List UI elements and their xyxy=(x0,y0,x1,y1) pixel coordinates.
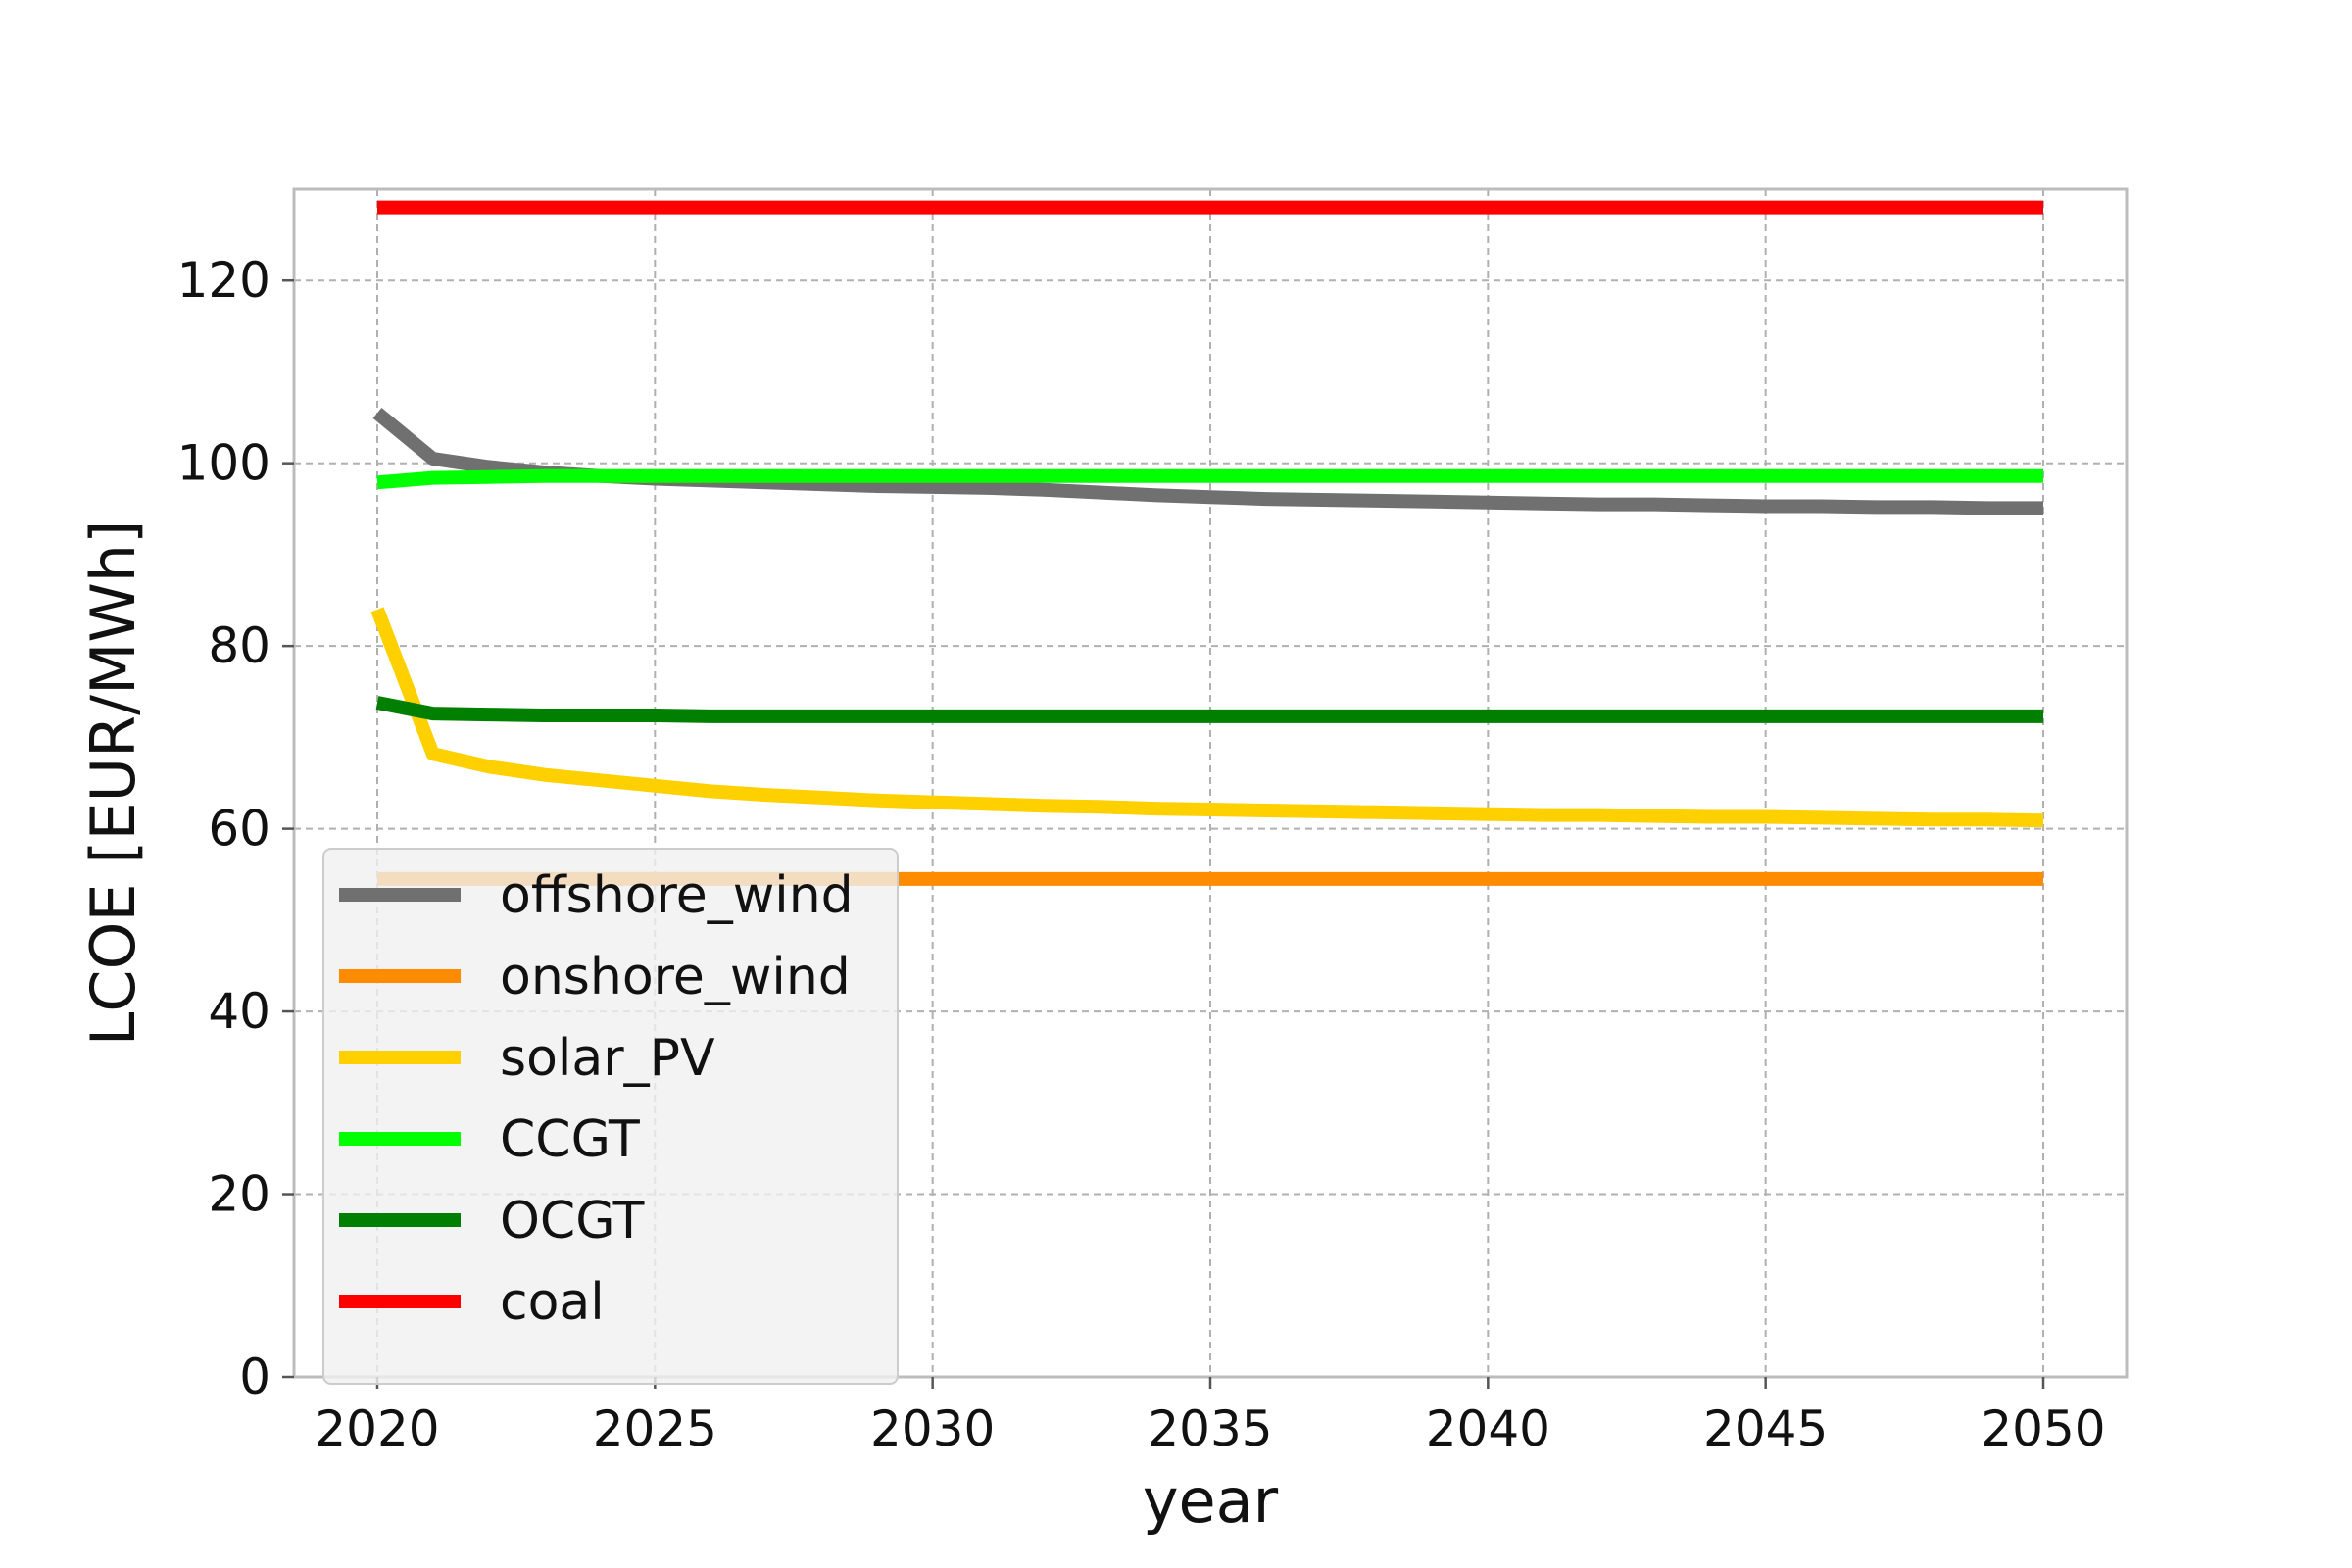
x-tick-label: 2020 xyxy=(315,1400,439,1457)
x-tick-label: 2045 xyxy=(1703,1400,1828,1457)
legend-label: onshore_wind xyxy=(500,948,851,1006)
axis-ticks: 2020 2025 2030 2035 2040 2045 2050020406080100… xyxy=(177,252,2106,1457)
series-line-ocgt xyxy=(375,696,2043,723)
y-tick-label: 120 xyxy=(177,252,270,309)
series-line-solar-pv xyxy=(370,607,2044,828)
y-axis-label: LCOE [EUR/MWh] xyxy=(77,520,149,1047)
y-tick-label: 0 xyxy=(239,1348,270,1405)
legend-label: solar_PV xyxy=(500,1029,715,1088)
legend-box xyxy=(322,848,899,1385)
x-tick-label: 2040 xyxy=(1426,1400,1550,1457)
series-line-ccgt xyxy=(376,468,2043,490)
y-tick-label: 80 xyxy=(208,617,270,674)
y-tick-label: 60 xyxy=(208,801,270,858)
y-tick-label: 100 xyxy=(177,435,270,492)
x-tick-label: 2025 xyxy=(593,1400,717,1457)
x-axis-label: year xyxy=(1143,1465,1279,1537)
x-tick-label: 2050 xyxy=(1981,1400,2105,1457)
x-tick-label: 2035 xyxy=(1148,1400,1272,1457)
legend-label: offshore_wind xyxy=(500,866,854,925)
x-tick-label: 2030 xyxy=(870,1400,995,1457)
legend-label: OCGT xyxy=(500,1192,645,1250)
legend-label: CCGT xyxy=(500,1110,640,1169)
y-tick-label: 40 xyxy=(208,983,270,1040)
y-tick-label: 20 xyxy=(208,1166,270,1223)
legend-label: coal xyxy=(500,1273,605,1332)
legend: offshore_wind onshore_wind solar_PV CCGT OCG… xyxy=(322,848,899,1385)
